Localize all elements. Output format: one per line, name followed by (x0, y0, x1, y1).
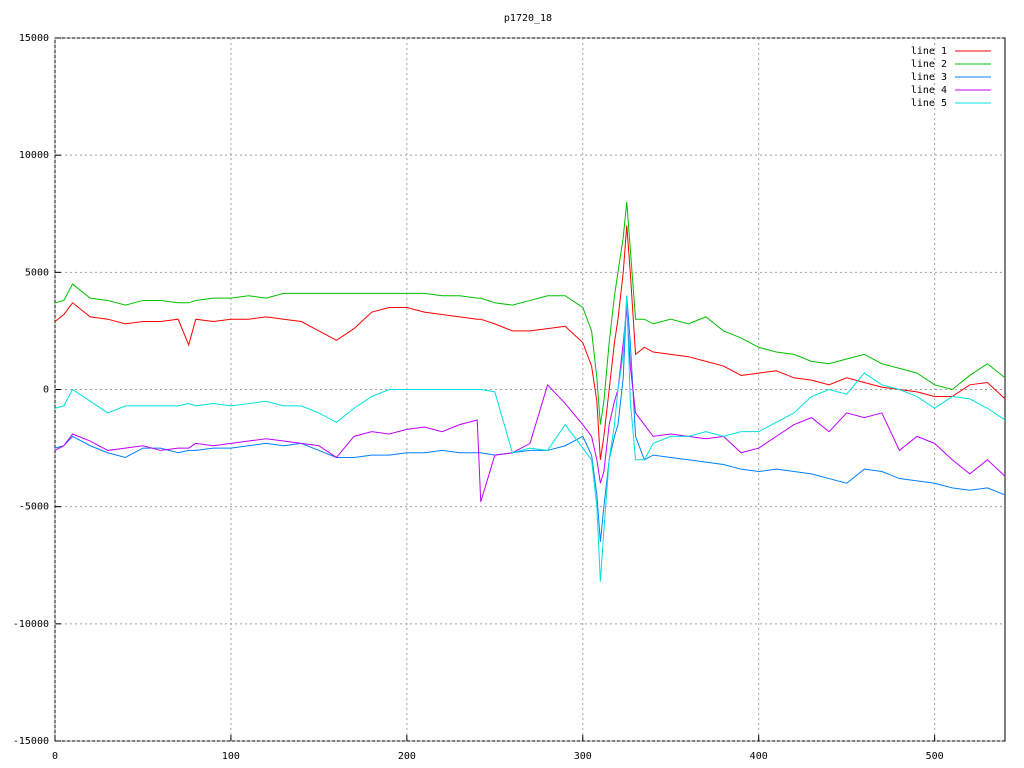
x-tick-label: 300 (574, 751, 592, 762)
y-tick-label: 10000 (19, 150, 49, 161)
legend-label: line 4 (911, 85, 947, 96)
y-tick-label: 0 (43, 385, 49, 396)
y-tick-label: 15000 (19, 33, 49, 44)
data-line (54, 307, 1006, 503)
data-line (54, 295, 1006, 542)
x-tick-label: 400 (750, 751, 768, 762)
y-tick-label: -5000 (19, 502, 49, 513)
y-tick-label: -10000 (13, 619, 49, 630)
legend-label: line 3 (911, 72, 947, 83)
legend-label: line 2 (911, 59, 947, 70)
y-tick-label: 5000 (25, 267, 49, 278)
data-line (54, 201, 1006, 425)
legend-label: line 1 (911, 46, 947, 57)
legend-label: line 5 (911, 98, 947, 109)
y-tick-label: -15000 (13, 736, 49, 747)
x-tick-label: 200 (398, 751, 416, 762)
x-tick-label: 500 (926, 751, 944, 762)
x-tick-label: 100 (222, 751, 240, 762)
data-line (54, 225, 1006, 460)
data-line (54, 295, 1006, 582)
chart-title: p1720_18 (504, 13, 552, 24)
x-tick-label: 0 (52, 751, 58, 762)
